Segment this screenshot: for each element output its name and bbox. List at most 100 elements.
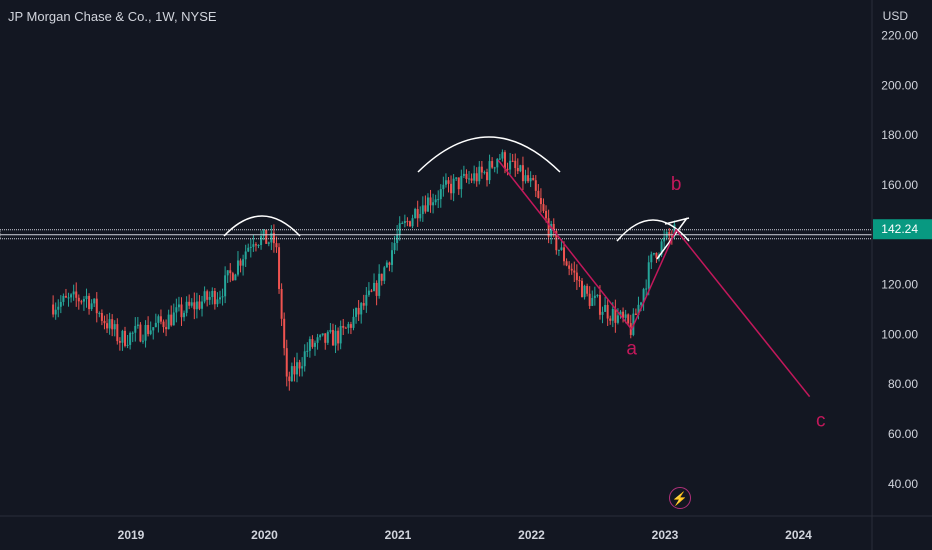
candle-body	[90, 303, 93, 310]
candle-body	[334, 330, 337, 346]
candle-body	[547, 218, 550, 237]
candle-body	[401, 223, 404, 225]
y-tick-label: 200.00	[881, 78, 918, 92]
candle-body	[226, 270, 229, 276]
candle-body	[385, 262, 388, 268]
candle-body	[486, 172, 488, 181]
candle-body	[598, 294, 601, 315]
candle-body	[365, 294, 368, 306]
candle-body	[347, 324, 350, 328]
candle-body	[573, 270, 576, 273]
x-tick-label: 2022	[518, 528, 545, 542]
candle-body	[154, 322, 157, 328]
candle-body	[244, 251, 247, 260]
candle-body	[54, 309, 57, 315]
candle-body	[591, 298, 594, 306]
candle-body	[498, 158, 501, 160]
candle-body	[311, 339, 314, 347]
candle-body	[634, 313, 637, 316]
candle-body	[206, 291, 209, 300]
candle-body	[296, 362, 299, 375]
candle-body	[118, 341, 121, 343]
candle-body	[167, 314, 170, 330]
candle-body	[462, 173, 465, 176]
candle-body	[521, 165, 524, 182]
candle-body	[100, 313, 103, 321]
candle-body	[383, 267, 386, 281]
candle-body	[391, 250, 394, 265]
candle-body	[290, 366, 293, 382]
candle-body	[177, 304, 180, 308]
candle-body	[560, 247, 563, 250]
candle-body	[285, 348, 288, 377]
wave-path	[497, 159, 811, 398]
candle-body	[360, 303, 363, 315]
candle-body	[645, 288, 648, 290]
candle-body	[403, 221, 406, 224]
candle-body	[452, 178, 455, 194]
x-tick-label: 2019	[118, 528, 145, 542]
candle-body	[67, 297, 70, 299]
candle-body	[321, 333, 324, 336]
candles-layer	[52, 149, 676, 391]
candle-body	[509, 160, 512, 170]
candle-body	[247, 247, 250, 252]
candle-body	[283, 318, 286, 349]
candle-body	[670, 235, 673, 237]
candle-body	[339, 325, 342, 344]
candle-body	[642, 289, 645, 303]
candle-body	[147, 324, 150, 335]
candle-body	[534, 180, 537, 191]
candle-body	[568, 265, 571, 269]
candle-body	[62, 295, 65, 302]
candle-body	[293, 366, 296, 375]
chart-title: JP Morgan Chase & Co., 1W, NYSE	[8, 9, 217, 24]
candle-body	[406, 221, 409, 223]
y-tick-label: 80.00	[888, 377, 918, 391]
candle-body	[88, 295, 91, 310]
candle-body	[593, 295, 596, 299]
candle-body	[288, 376, 291, 382]
candle-body	[129, 332, 132, 345]
candle-body	[565, 261, 568, 266]
candle-body	[580, 280, 583, 298]
candle-body	[457, 177, 460, 190]
candle-body	[59, 301, 62, 307]
y-tick-label: 40.00	[888, 477, 918, 491]
candle-body	[121, 330, 124, 343]
candle-body	[180, 304, 183, 318]
candle-body	[488, 161, 491, 181]
lightning-icon[interactable]: ⚡	[669, 487, 691, 509]
candle-body	[529, 178, 532, 182]
candle-body	[421, 205, 424, 214]
candle-body	[80, 301, 83, 303]
wave-label: c	[816, 411, 826, 432]
candle-body	[303, 351, 306, 367]
candle-body	[149, 330, 152, 335]
x-tick-label: 2024	[785, 528, 812, 542]
candle-body	[170, 314, 173, 326]
candle-body	[57, 306, 60, 310]
candle-body	[506, 168, 509, 170]
candle-body	[85, 295, 88, 300]
candle-body	[432, 202, 435, 206]
candle-body	[165, 327, 168, 330]
candle-body	[468, 178, 471, 180]
candle-body	[198, 301, 201, 309]
candle-body	[442, 184, 445, 190]
candle-body	[126, 344, 129, 346]
candle-body	[275, 243, 278, 248]
candle-body	[216, 299, 219, 305]
candle-body	[131, 332, 134, 334]
candle-body	[342, 325, 345, 328]
candle-body	[106, 323, 109, 329]
candle-body	[278, 247, 281, 289]
candle-body	[511, 160, 514, 162]
candle-body	[550, 223, 553, 237]
candle-body	[622, 311, 625, 318]
candle-body	[329, 329, 332, 332]
candle-body	[583, 285, 586, 298]
candle-body	[470, 178, 473, 181]
candle-body	[537, 190, 540, 199]
